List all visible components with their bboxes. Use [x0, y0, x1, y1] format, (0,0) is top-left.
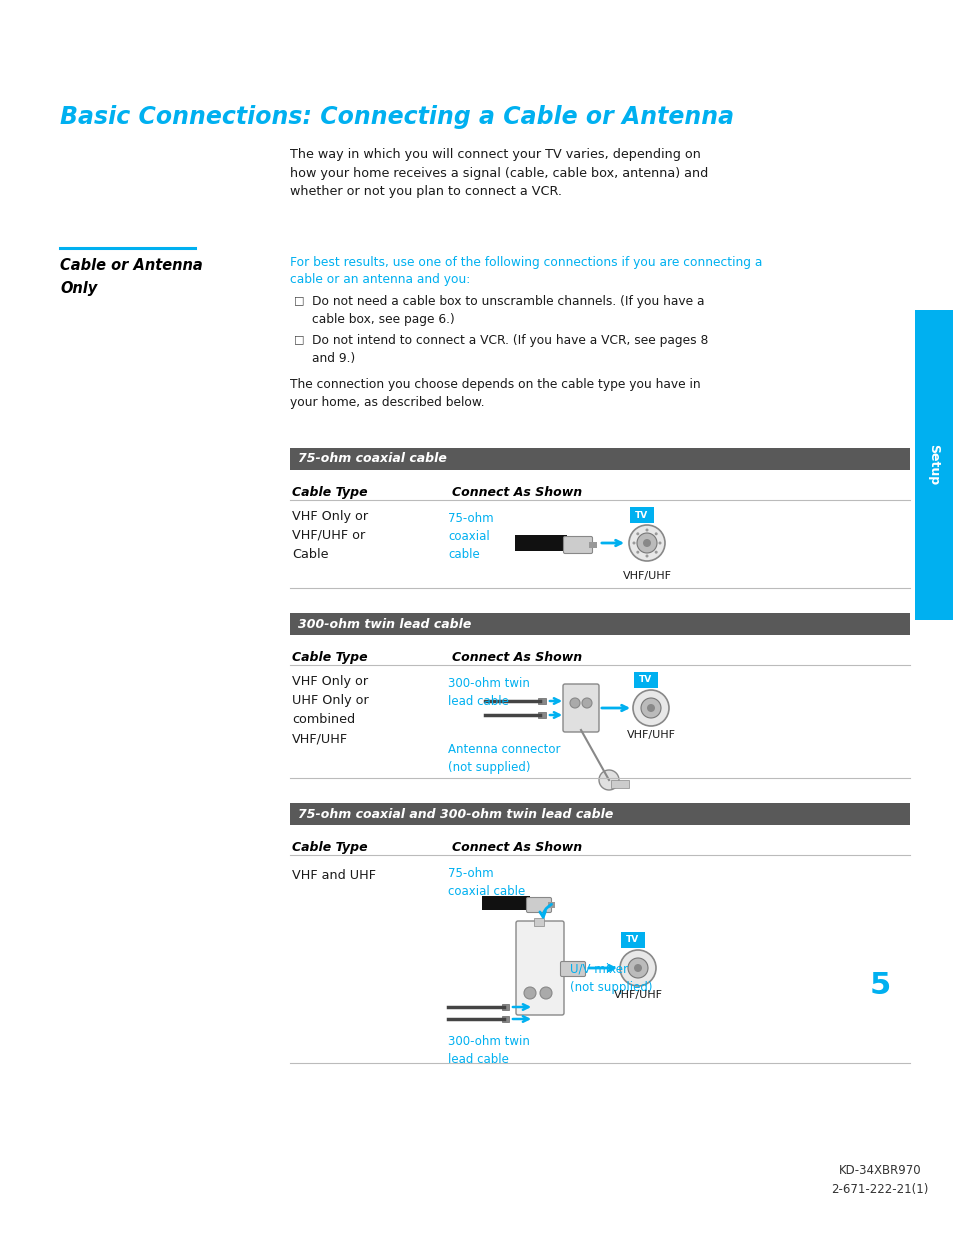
- Bar: [501, 1004, 509, 1010]
- Circle shape: [645, 529, 648, 531]
- Circle shape: [654, 551, 657, 553]
- Text: Cable Type: Cable Type: [292, 841, 367, 853]
- Text: 300-ohm twin
lead cable: 300-ohm twin lead cable: [448, 677, 529, 708]
- Text: Connect As Shown: Connect As Shown: [452, 841, 581, 853]
- Text: Setup: Setup: [926, 445, 940, 485]
- Text: U/V mixer
(not supplied): U/V mixer (not supplied): [569, 963, 652, 994]
- Circle shape: [628, 525, 664, 561]
- Text: 75-ohm
coaxial
cable: 75-ohm coaxial cable: [448, 513, 493, 561]
- Bar: [914, 310, 953, 620]
- Text: TV: TV: [635, 510, 648, 520]
- Circle shape: [539, 987, 552, 999]
- Bar: [620, 932, 644, 948]
- Text: KD-34XBR970: KD-34XBR970: [838, 1163, 921, 1177]
- Circle shape: [627, 958, 647, 978]
- FancyBboxPatch shape: [560, 962, 585, 977]
- Text: TV: TV: [639, 676, 652, 684]
- Text: Cable Type: Cable Type: [292, 487, 367, 499]
- Circle shape: [581, 698, 592, 708]
- Circle shape: [645, 555, 648, 557]
- Bar: [515, 535, 566, 551]
- Text: □: □: [294, 333, 304, 345]
- FancyBboxPatch shape: [516, 921, 563, 1015]
- Circle shape: [619, 950, 656, 986]
- Circle shape: [637, 534, 657, 553]
- Text: VHF/UHF: VHF/UHF: [626, 730, 675, 740]
- Bar: [588, 542, 597, 548]
- Circle shape: [636, 551, 639, 553]
- Circle shape: [632, 541, 635, 545]
- Text: For best results, use one of the following connections if you are connecting a
c: For best results, use one of the followi…: [290, 256, 761, 287]
- Text: Cable Type: Cable Type: [292, 651, 367, 664]
- Circle shape: [598, 769, 618, 790]
- Bar: [290, 613, 909, 635]
- FancyBboxPatch shape: [563, 536, 592, 553]
- Circle shape: [642, 538, 650, 547]
- Text: VHF Only or
VHF/UHF or
Cable: VHF Only or VHF/UHF or Cable: [292, 510, 368, 561]
- Text: Do not need a cable box to unscramble channels. (If you have a
cable box, see pa: Do not need a cable box to unscramble ch…: [312, 295, 703, 326]
- Text: VHF Only or
UHF Only or
combined
VHF/UHF: VHF Only or UHF Only or combined VHF/UHF: [292, 676, 369, 745]
- Text: TV: TV: [626, 935, 639, 945]
- Bar: [534, 918, 543, 926]
- Bar: [290, 803, 909, 825]
- Text: □: □: [294, 295, 304, 305]
- Text: VHF/UHF: VHF/UHF: [622, 571, 671, 580]
- FancyBboxPatch shape: [526, 898, 551, 913]
- Text: 75-ohm coaxial and 300-ohm twin lead cable: 75-ohm coaxial and 300-ohm twin lead cab…: [297, 808, 613, 820]
- Bar: [610, 781, 628, 788]
- Text: 5: 5: [868, 971, 890, 999]
- Circle shape: [523, 987, 536, 999]
- Bar: [537, 713, 545, 718]
- Bar: [634, 672, 658, 688]
- Text: Do not intend to connect a VCR. (If you have a VCR, see pages 8
and 9.): Do not intend to connect a VCR. (If you …: [312, 333, 708, 366]
- Text: 75-ohm coaxial cable: 75-ohm coaxial cable: [297, 452, 446, 466]
- Circle shape: [640, 698, 660, 718]
- Text: 75-ohm
coaxial cable: 75-ohm coaxial cable: [448, 867, 525, 898]
- Circle shape: [658, 541, 660, 545]
- Text: The connection you choose depends on the cable type you have in
your home, as de: The connection you choose depends on the…: [290, 378, 700, 409]
- Bar: [501, 1016, 509, 1023]
- Bar: [547, 902, 555, 908]
- Text: VHF/UHF: VHF/UHF: [613, 990, 661, 1000]
- Text: Cable or Antenna
Only: Cable or Antenna Only: [60, 258, 203, 296]
- Text: Connect As Shown: Connect As Shown: [452, 651, 581, 664]
- Circle shape: [654, 532, 657, 535]
- Text: 2-671-222-21(1): 2-671-222-21(1): [830, 1183, 927, 1197]
- Bar: [537, 698, 545, 704]
- FancyBboxPatch shape: [562, 684, 598, 732]
- Bar: [290, 448, 909, 471]
- Circle shape: [636, 532, 639, 535]
- Text: Basic Connections: Connecting a Cable or Antenna: Basic Connections: Connecting a Cable or…: [60, 105, 734, 128]
- Circle shape: [569, 698, 579, 708]
- Circle shape: [633, 690, 668, 726]
- Text: 300-ohm twin
lead cable: 300-ohm twin lead cable: [448, 1035, 529, 1066]
- Circle shape: [646, 704, 655, 713]
- Text: Antenna connector
(not supplied): Antenna connector (not supplied): [448, 743, 560, 774]
- Text: Connect As Shown: Connect As Shown: [452, 487, 581, 499]
- Text: 300-ohm twin lead cable: 300-ohm twin lead cable: [297, 618, 471, 631]
- Bar: [481, 897, 530, 910]
- Text: VHF and UHF: VHF and UHF: [292, 869, 375, 882]
- Text: The way in which you will connect your TV varies, depending on
how your home rec: The way in which you will connect your T…: [290, 148, 707, 198]
- Bar: [629, 508, 654, 522]
- Circle shape: [634, 965, 641, 972]
